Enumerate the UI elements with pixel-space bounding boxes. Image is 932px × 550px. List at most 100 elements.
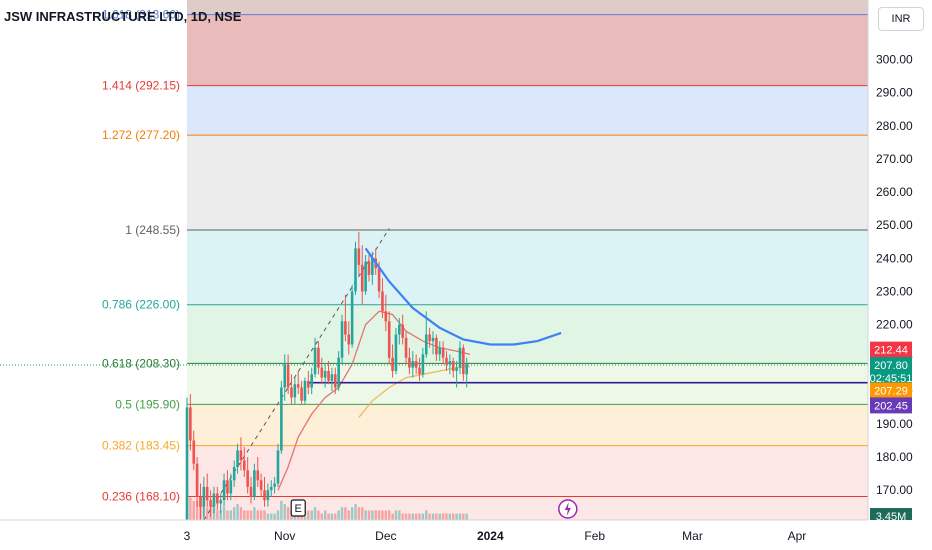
candle-body [216, 493, 219, 504]
volume-bar [465, 513, 468, 520]
volume-bar [273, 513, 276, 520]
volume-bar [212, 507, 216, 520]
volume-bar [323, 510, 327, 520]
candle-body [199, 496, 202, 507]
x-tick-label: Nov [274, 529, 295, 543]
y-tick-label: 260.00 [876, 185, 913, 199]
candle-body [209, 500, 212, 507]
candle-body [259, 480, 263, 491]
candle-body [408, 357, 411, 368]
y-tick-label: 190.00 [876, 417, 913, 431]
volume-bar [398, 510, 401, 520]
x-tick-label: Feb [584, 529, 605, 543]
ma-fast-line [277, 310, 471, 491]
volume-bar [361, 507, 364, 520]
volume-bar [354, 504, 357, 520]
candle-body [340, 321, 344, 358]
fib-label: 0.5 (195.90) [115, 397, 180, 411]
candle-body [327, 370, 330, 381]
time-axis [0, 520, 932, 550]
price-badge-label: 207.80 [874, 360, 908, 372]
volume-bar [431, 513, 435, 520]
volume-bar [367, 510, 371, 520]
candle-body [451, 361, 455, 371]
candle-body [249, 486, 253, 497]
candle-body [411, 361, 415, 368]
fib-band [187, 230, 868, 305]
volume-bar [401, 513, 404, 520]
volume-bar [334, 513, 337, 520]
candle-body [431, 337, 435, 342]
volume-bar [391, 513, 394, 520]
candle-body [387, 321, 391, 358]
y-tick-label: 290.00 [876, 86, 913, 100]
event-marker [290, 499, 306, 517]
candle-body [360, 264, 364, 292]
volume-bar [232, 507, 236, 520]
volume-bar [310, 510, 313, 520]
volume-bar [256, 510, 259, 520]
fib-band [187, 85, 868, 136]
fib-band [187, 496, 868, 520]
candle-body [381, 291, 384, 312]
volume-bar [445, 513, 448, 520]
volume-bar [337, 510, 340, 520]
volume-bar [276, 510, 280, 520]
candle-body [337, 357, 340, 388]
volume-bar [455, 513, 458, 520]
y-tick-label: 270.00 [876, 152, 913, 166]
currency-button[interactable]: INR [878, 7, 924, 31]
candle-body [232, 467, 236, 481]
candle-body [290, 387, 293, 398]
volume-bar [441, 513, 445, 520]
candle-body [401, 324, 404, 338]
candle-body [391, 357, 394, 371]
volume-bar [239, 507, 243, 520]
candle-body [350, 291, 354, 345]
candle-body [357, 248, 361, 265]
candle-body [438, 347, 442, 355]
candle-body [273, 483, 276, 487]
volume-bar [462, 513, 465, 520]
candle-body [441, 347, 445, 358]
candle-body [307, 380, 310, 388]
volume-bar [189, 497, 192, 520]
candle-body [333, 374, 337, 388]
x-tick-label: Apr [788, 529, 807, 543]
candle-body [266, 490, 270, 501]
fib-band [187, 135, 868, 231]
candle-body [195, 463, 199, 497]
volume-bar [330, 513, 334, 520]
y-tick-label: 170.00 [876, 483, 913, 497]
volume-bar [320, 513, 323, 520]
candle-body [445, 357, 448, 365]
candle-body [317, 347, 320, 368]
fib-band [187, 304, 868, 364]
y-tick-label: 250.00 [876, 218, 913, 232]
candle-body [283, 364, 287, 388]
event-marker-label: E [295, 503, 302, 515]
volume-bar [404, 513, 408, 520]
candle-body [263, 490, 266, 501]
x-tick-label: 3 [184, 529, 191, 543]
volume-bar [384, 510, 388, 520]
fib-band [187, 445, 868, 497]
volume-bar [364, 510, 367, 520]
candle-body [330, 374, 334, 381]
candle-body [435, 337, 438, 355]
volume-bar [408, 513, 411, 520]
y-tick-label: 230.00 [876, 284, 913, 298]
candle-body [398, 324, 401, 335]
volume-bar [357, 507, 361, 520]
volume-bar [206, 507, 209, 520]
candle-body [256, 470, 260, 481]
fib-band [187, 404, 868, 446]
volume-bar [458, 513, 462, 520]
price-badge [870, 356, 912, 373]
volume-bar [452, 513, 455, 520]
candle-body [371, 258, 374, 275]
volume-bar [226, 510, 229, 520]
candle-body [202, 486, 206, 507]
candle-body [414, 361, 418, 368]
